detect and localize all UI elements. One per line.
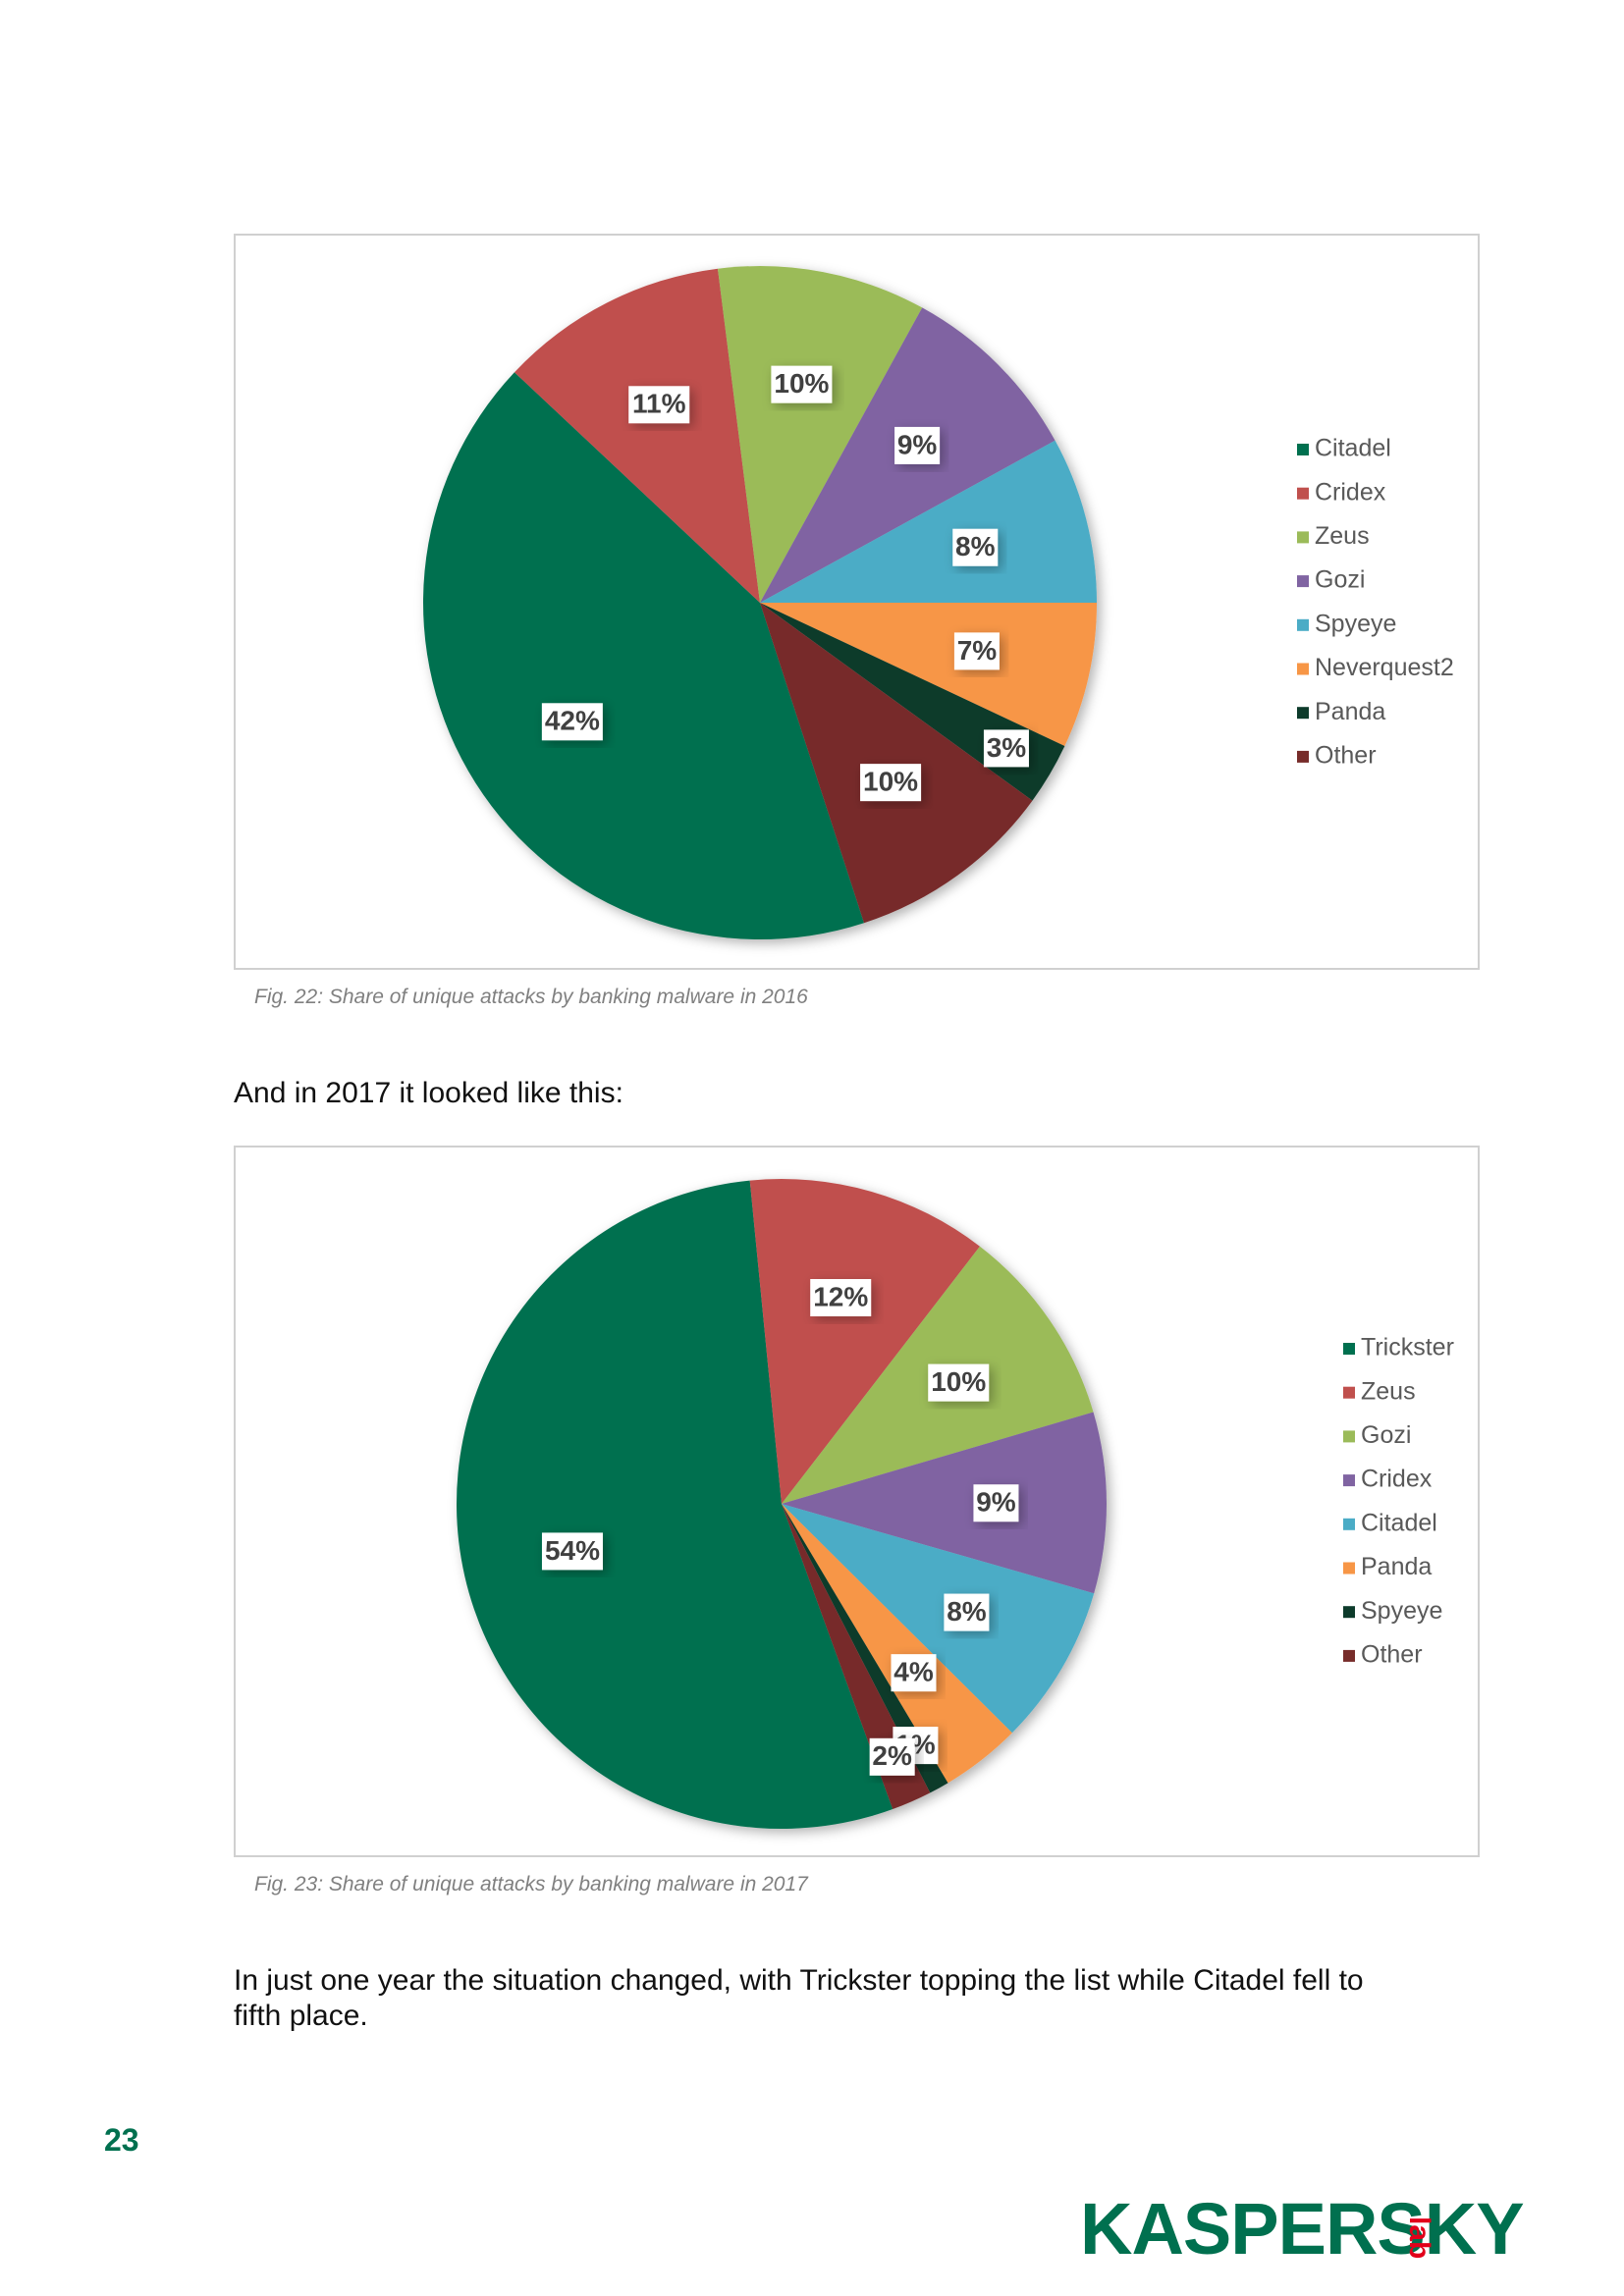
value-label: 3% — [987, 732, 1027, 763]
legend-swatch — [1343, 1343, 1355, 1355]
pie-slice — [782, 1504, 1012, 1784]
value-label: 7% — [957, 635, 998, 666]
legend-swatch — [1297, 487, 1309, 500]
legend-label: Panda — [1315, 698, 1385, 725]
pie — [422, 266, 1097, 940]
page-number: 23 — [104, 2122, 139, 2158]
legend-label: Other — [1361, 1641, 1423, 1669]
legend-label: Cridex — [1361, 1466, 1433, 1493]
legend-label: Other — [1315, 742, 1377, 770]
pie-slice — [760, 603, 1033, 924]
legend-swatch — [1297, 707, 1309, 720]
legend-label: Gozi — [1315, 566, 1365, 594]
value-label-box — [983, 729, 1029, 768]
value-label: 4% — [893, 1657, 934, 1687]
legend-swatch — [1297, 750, 1309, 763]
legend-label: Spyeye — [1361, 1597, 1442, 1625]
value-label: 9% — [897, 429, 938, 459]
caption: Fig. 22: Share of unique attacks by bank… — [254, 986, 808, 1008]
value-label: 8% — [947, 1596, 987, 1627]
logo-suffix: lab — [1403, 2216, 1435, 2260]
value-label-box — [541, 1532, 603, 1571]
pie-slice — [457, 1180, 893, 1829]
paragraph: In just one year the situation changed, … — [234, 1964, 1364, 2032]
legend-swatch — [1343, 1562, 1355, 1575]
paragraph: And in 2017 it looked like this: — [234, 1077, 623, 1109]
legend-label: Zeus — [1361, 1377, 1416, 1405]
pie-slice — [422, 372, 864, 940]
legend-swatch — [1343, 1474, 1355, 1487]
legend-swatch — [1297, 531, 1309, 544]
pie-slice — [760, 440, 1097, 603]
value-label: 10% — [774, 368, 829, 399]
value-label-box — [628, 386, 690, 424]
value-label: 10% — [931, 1366, 986, 1397]
legend-swatch — [1297, 575, 1309, 588]
value-label-box — [952, 528, 999, 566]
chart-frame: 42% 11% 10% 9% 8% 7% 3% 10% Citadel Cridex Zeus Goz… — [234, 234, 1480, 970]
value-label-box — [771, 365, 833, 403]
chart-frame: 54% 12% 10% 9% 8% 4% 1% 2% Trickster Zeus Gozi Crid… — [234, 1146, 1480, 1857]
value-label: 10% — [863, 767, 918, 797]
value-label-box — [953, 632, 1000, 670]
value-label-box — [973, 1484, 1019, 1522]
value-label-box — [860, 764, 922, 802]
value-label: 12% — [813, 1281, 868, 1311]
legend-label: Neverquest2 — [1315, 654, 1454, 681]
pie-slice — [760, 603, 1097, 747]
value-label: 2% — [872, 1740, 912, 1771]
value-label-box — [810, 1279, 872, 1317]
legend-label: Cridex — [1315, 478, 1386, 506]
value-label: 42% — [545, 706, 600, 736]
pie-chart: 54%12%10%9%8%4%1%2%TricksterZeusGoziCrid… — [457, 1179, 1454, 1829]
pie-chart: 42% 11% 10% 9% 8% 7% 3% 10% Citadel Cridex Zeus Goz… — [422, 266, 1454, 940]
value-label-box — [869, 1737, 915, 1776]
value-label-box — [928, 1363, 990, 1402]
value-label: 54% — [545, 1535, 600, 1566]
legend-swatch — [1297, 663, 1309, 675]
legend-swatch — [1297, 618, 1309, 631]
legend-swatch — [1297, 444, 1309, 455]
value-label: 8% — [955, 531, 996, 561]
legend-label: Gozi — [1361, 1421, 1411, 1449]
value-label-box — [891, 1654, 937, 1692]
legend-swatch — [1343, 1649, 1355, 1662]
legend-swatch — [1343, 1386, 1355, 1399]
value-label-box — [894, 426, 941, 464]
legend-label: Trickster — [1361, 1334, 1454, 1362]
value-label-box — [541, 703, 603, 741]
legend-label: Panda — [1361, 1553, 1432, 1580]
pie-slice — [782, 1412, 1107, 1594]
legend-label: Citadel — [1315, 435, 1391, 462]
caption: Fig. 23: Share of unique attacks by bank… — [254, 1873, 808, 1896]
legend-swatch — [1343, 1606, 1355, 1619]
value-label-box — [944, 1593, 990, 1631]
legend-label: Spyeye — [1315, 610, 1396, 637]
value-label: 11% — [632, 389, 686, 419]
legend-label: Citadel — [1361, 1509, 1437, 1536]
pie-slice — [782, 1504, 1095, 1734]
pie-slice — [749, 1179, 980, 1504]
pie-slice — [514, 268, 760, 603]
pie-slice — [782, 1504, 948, 1793]
logo: KASPERSKY — [1080, 2188, 1525, 2269]
legend-swatch — [1343, 1430, 1355, 1443]
legend-label: Zeus — [1315, 522, 1370, 550]
value-label: 9% — [976, 1487, 1016, 1518]
pie-slice — [718, 266, 923, 603]
legend-swatch — [1343, 1518, 1355, 1530]
